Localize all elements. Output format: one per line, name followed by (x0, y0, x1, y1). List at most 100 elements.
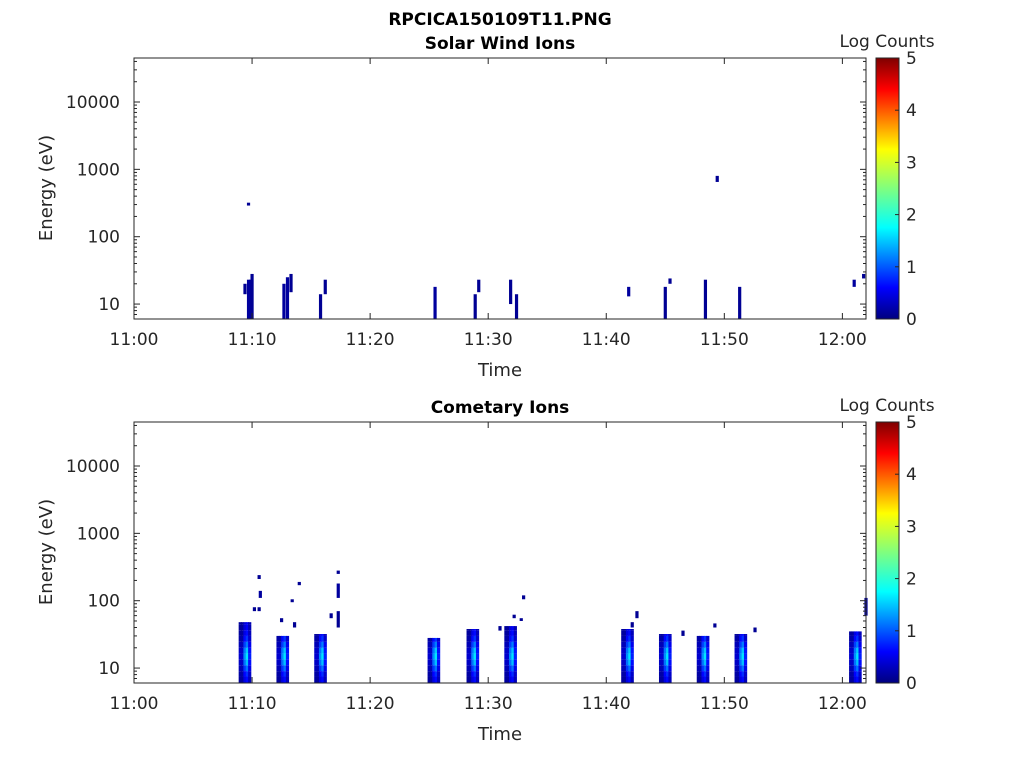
heatmap-cell (238, 622, 242, 625)
heatmap-cell (238, 630, 242, 636)
heatmap-cell (243, 676, 247, 683)
heatmap-cell (856, 647, 860, 654)
heatmap-cell (283, 653, 287, 660)
heatmap-cell (281, 635, 285, 642)
heatmap-cell (466, 665, 470, 672)
heatmap-cell (241, 647, 245, 654)
heatmap-cell (282, 283, 286, 319)
heatmap-cell (314, 634, 318, 636)
heatmap-cell (434, 637, 438, 642)
y-axis-label: Energy (eV) (36, 135, 57, 241)
heatmap-cell (663, 635, 667, 642)
heatmap-cell (513, 626, 517, 631)
heatmap-cell (739, 653, 743, 660)
heatmap-cell (509, 630, 513, 636)
heatmap-cell (506, 653, 510, 660)
heatmap-cell (668, 278, 672, 284)
heatmap-cell (297, 581, 301, 586)
heatmap-cell (511, 659, 515, 666)
heatmap-cell (258, 590, 262, 598)
heatmap-cell (432, 637, 436, 642)
heatmap-cell (241, 653, 245, 660)
heatmap-cell (318, 653, 323, 660)
heatmap-cell (658, 641, 663, 648)
heatmap-cell (630, 622, 634, 628)
heatmap-cell (323, 665, 327, 672)
heatmap-cell (466, 635, 470, 642)
heatmap-cell (318, 294, 323, 319)
heatmap-cell (663, 676, 667, 683)
heatmap-cell (858, 659, 862, 666)
heatmap-cell (511, 653, 515, 660)
x-tick-label: 11:40 (582, 694, 631, 714)
heatmap-cell (248, 671, 252, 677)
heatmap-cell (434, 676, 438, 683)
colorbar: Log Counts 0 1 2 3 4 5 (839, 32, 934, 330)
heatmap-cell (245, 659, 249, 666)
heatmap-cell (658, 653, 663, 660)
heatmap-cell (245, 624, 249, 631)
heatmap-cell (741, 635, 745, 642)
heatmap-cell (285, 676, 290, 683)
heatmap-cell (851, 641, 855, 648)
heatmap-cell (336, 611, 340, 628)
colorbar-tick-label: 2 (906, 206, 917, 226)
heatmap-cell (427, 653, 431, 660)
heatmap-cell (471, 653, 475, 660)
heatmap-cell (471, 665, 475, 672)
heatmap-cell (699, 641, 703, 648)
heatmap-cell (276, 635, 280, 642)
heatmap-cell (471, 641, 475, 648)
heatmap-cell (241, 671, 245, 677)
heatmap-cell (323, 671, 327, 677)
y-axis-ticks: 10 100 1000 10000 (66, 424, 866, 684)
heatmap-cell (276, 641, 280, 648)
heatmap-cell (466, 671, 470, 677)
heatmap-cell (475, 641, 480, 648)
heatmap-cell (432, 659, 436, 666)
heatmap-cell (285, 665, 290, 672)
heatmap-cell (316, 671, 320, 677)
heatmap-cell (434, 647, 438, 654)
heatmap-cell (703, 653, 708, 660)
heatmap-cell (851, 665, 855, 672)
heatmap-cell (504, 659, 508, 666)
heatmap-cell (513, 676, 517, 683)
y-tick-label: 1000 (77, 524, 120, 544)
heatmap-cell (243, 665, 247, 672)
heatmap-cell (245, 647, 249, 654)
heatmap-cell (734, 641, 738, 648)
x-tick-label: 12:00 (818, 330, 867, 350)
heatmap-cell (477, 279, 481, 293)
heatmap-cell (509, 676, 513, 683)
figure-title: RPCICA150109T11.PNG (388, 10, 611, 30)
heatmap-cell (623, 653, 627, 660)
heatmap-cell (696, 653, 700, 660)
heatmap-cell (623, 635, 627, 642)
heatmap-cell (429, 659, 434, 666)
heatmap-cell (658, 665, 663, 672)
heatmap-cell (513, 630, 517, 636)
heatmap-cell (336, 583, 340, 598)
heatmap-cell (241, 630, 245, 636)
heatmap-cell (701, 647, 705, 654)
heatmap-cell (243, 283, 247, 295)
x-axis-label: Time (477, 360, 522, 381)
heatmap-cell (248, 659, 252, 666)
heatmap-cell (437, 637, 441, 642)
heatmap-cell (323, 635, 327, 642)
heatmap-cell (734, 647, 738, 654)
heatmap-cell (734, 665, 738, 672)
heatmap-cell (623, 671, 627, 677)
heatmap-cell (621, 641, 625, 648)
heatmap-cell (661, 647, 665, 654)
heatmap-cell (432, 665, 436, 672)
heatmap-cell (509, 671, 513, 677)
heatmap-cell (432, 653, 436, 660)
heatmap-cell (245, 676, 249, 683)
heatmap-cell (316, 676, 320, 683)
heatmap-cell (504, 671, 508, 677)
heatmap-cell (849, 653, 853, 660)
heatmap-cell (241, 622, 245, 625)
heatmap-cell (248, 622, 252, 625)
